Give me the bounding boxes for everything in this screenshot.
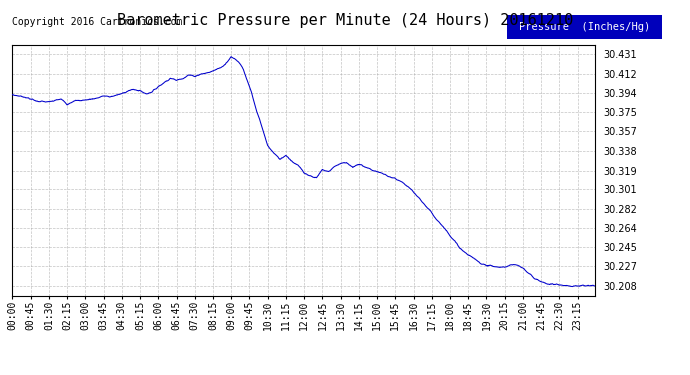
Text: Copyright 2016 Cartronics.com: Copyright 2016 Cartronics.com	[12, 17, 183, 27]
Text: Pressure  (Inches/Hg): Pressure (Inches/Hg)	[519, 22, 651, 32]
Text: Barometric Pressure per Minute (24 Hours) 20161210: Barometric Pressure per Minute (24 Hours…	[117, 13, 573, 28]
